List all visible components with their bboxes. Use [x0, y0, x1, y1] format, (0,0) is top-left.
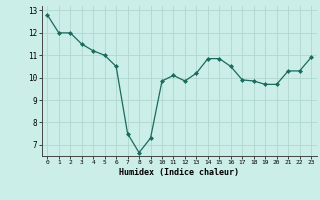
X-axis label: Humidex (Indice chaleur): Humidex (Indice chaleur): [119, 168, 239, 177]
